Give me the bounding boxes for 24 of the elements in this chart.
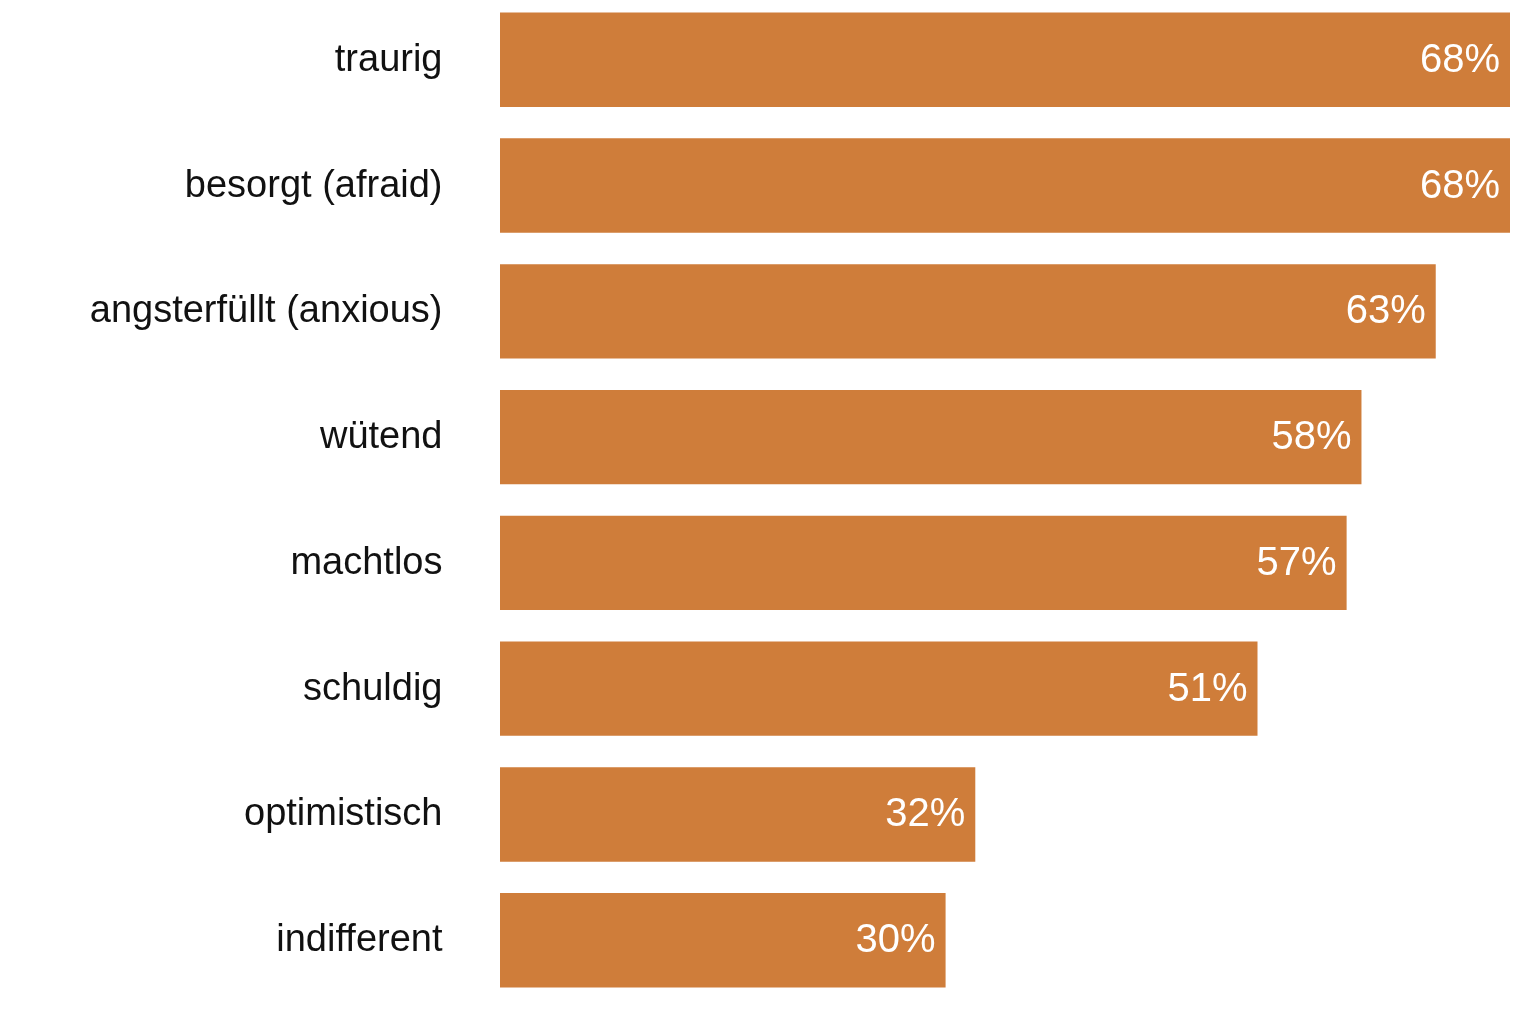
- y-tick-label: schuldig: [303, 665, 443, 708]
- data-label: 68%: [1419, 161, 1500, 206]
- y-tick-label: traurig: [334, 36, 443, 79]
- y-tick-label: machtlos: [290, 539, 443, 582]
- y-tick-label: besorgt (afraid): [184, 162, 443, 205]
- bar: [500, 138, 1510, 233]
- bar: [500, 893, 946, 988]
- data-label: 51%: [1167, 664, 1248, 709]
- y-tick-label: indifferent: [276, 917, 443, 960]
- data-label: 63%: [1345, 287, 1426, 332]
- bar: [500, 767, 976, 862]
- bar: [500, 515, 1347, 611]
- bar: [500, 389, 1362, 485]
- data-label: 68%: [1419, 35, 1500, 80]
- data-label: 58%: [1271, 413, 1352, 458]
- data-label: 57%: [1256, 538, 1337, 583]
- y-tick-label: angsterfüllt (anxious): [89, 288, 443, 331]
- data-label: 32%: [885, 790, 966, 835]
- bar: [500, 264, 1436, 359]
- y-tick-label: wütend: [318, 414, 443, 457]
- data-label: 30%: [855, 916, 936, 961]
- y-tick-label: optimistisch: [244, 791, 443, 834]
- bar: [500, 12, 1510, 107]
- bar: [500, 641, 1258, 736]
